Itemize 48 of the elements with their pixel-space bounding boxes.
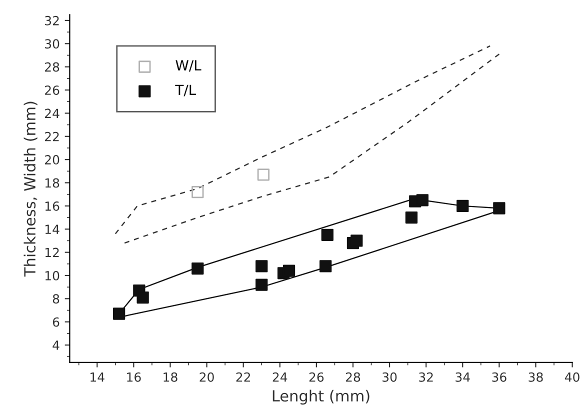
y-tick-label: 8 [52,294,60,304]
point [321,228,334,241]
point [257,168,270,181]
x-tick-label: 20 [200,372,214,382]
point [282,264,296,277]
x-tick-label: 40 [564,372,580,382]
y-tick-label: 32 [45,16,59,26]
point [456,200,469,212]
x-tick-label: 32 [419,372,433,382]
y-tick-label: 26 [45,85,60,95]
x-tick-label: 22 [236,372,250,382]
y-tick-label: 18 [45,178,60,188]
point [192,186,204,198]
x-tick-label: 38 [528,372,543,382]
point [256,260,268,272]
x-tick-label: 30 [382,372,397,382]
legend-label: T/L [175,84,196,96]
point [350,234,363,247]
y-tick-label: 12 [45,248,59,258]
y-tick-label: 30 [45,39,60,49]
y-axis-title: Thickness, Width (mm) [24,102,38,277]
x-tick-label: 26 [309,372,324,382]
legend-label: W/L [176,60,202,72]
point [256,278,268,291]
x-tick-label: 36 [492,372,506,382]
y-tick-label: 24 [45,108,60,118]
point [192,262,204,275]
point [405,211,418,224]
point [416,194,429,206]
y-tick-label: 28 [45,62,60,72]
x-tick-label: 16 [127,372,141,382]
y-tick-label: 20 [45,155,60,164]
point [493,202,506,214]
point [112,308,126,320]
y-tick-label: 16 [45,201,60,211]
x-tick-label: 28 [346,372,360,382]
x-tick-label: 34 [456,372,470,382]
x-tick-label: 18 [164,372,178,382]
point [136,291,149,304]
x-tick-label: 14 [90,372,104,382]
y-tick-label: 10 [45,270,60,280]
y-tick-label: 6 [52,317,60,327]
y-tick-label: 4 [52,340,60,350]
y-tick-label: 22 [45,132,59,142]
point [319,260,332,272]
x-axis-title: Lenght (mm) [272,390,370,405]
x-tick-label: 24 [272,372,288,382]
y-tick-label: 14 [45,224,60,234]
